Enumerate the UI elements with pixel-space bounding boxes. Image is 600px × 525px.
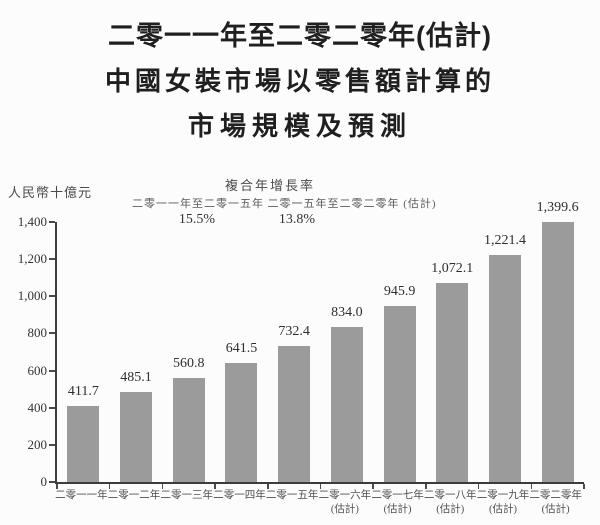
bar bbox=[330, 327, 363, 482]
x-category-label: 二零一一年 bbox=[55, 490, 108, 501]
x-tick-mark bbox=[56, 484, 58, 489]
y-tick-label: 600 bbox=[27, 362, 48, 378]
bar-value-label: 641.5 bbox=[225, 340, 258, 356]
chart-title-line3: 市場規模及預測 bbox=[187, 111, 412, 141]
x-category: 二零一二年 bbox=[108, 489, 161, 516]
y-tick-mark bbox=[49, 406, 55, 409]
bar bbox=[278, 345, 311, 482]
x-axis-labels: 二零一一年 二零一二年 二零一三年 二零一四年 二零一五年 二零一六年 (估計) 二零一七年 (… bbox=[55, 489, 582, 516]
x-category: 二零一八年 (估計) bbox=[424, 489, 477, 516]
bar bbox=[383, 306, 416, 482]
x-category: 二零一九年 (估計) bbox=[477, 489, 530, 516]
y-tick-label: 1,000 bbox=[17, 288, 47, 304]
bar bbox=[172, 377, 205, 482]
bars-container: 411.7 485.1 560.8 641.5 732.4 834.0 945.9 1,072… bbox=[57, 200, 584, 482]
x-category: 二零一七年 (估計) bbox=[371, 489, 424, 516]
bar-value-label: 1,399.6 bbox=[536, 200, 579, 216]
bar bbox=[541, 222, 574, 482]
y-tick-mark bbox=[49, 481, 55, 483]
x-category-label: 二零一四年 bbox=[213, 490, 266, 501]
bar-value-label: 834.0 bbox=[331, 305, 363, 321]
bar-value-label: 1,072.1 bbox=[431, 260, 474, 276]
bar bbox=[488, 255, 521, 482]
bar-value-label: 560.8 bbox=[173, 355, 205, 371]
bar-slot: 485.1 bbox=[110, 222, 163, 482]
x-tick-mark bbox=[108, 484, 111, 489]
chart-title: 二零一一年至二零二零年(估計) 中國女裝市場以零售額計算的 市場規模及預測 bbox=[0, 14, 600, 149]
bar-value-label: 485.1 bbox=[120, 369, 152, 385]
x-category: 二零一三年 bbox=[160, 489, 214, 516]
x-category-note: (估計) bbox=[541, 503, 570, 515]
x-category: 二零一一年 bbox=[55, 489, 108, 516]
x-tick-mark bbox=[583, 484, 585, 489]
cagr-period-2-label: 二零一五年至二零二零年 (估計) bbox=[267, 198, 437, 210]
bar-value-label: 732.4 bbox=[278, 323, 310, 339]
bar-slot: 411.7 bbox=[57, 222, 110, 482]
bar bbox=[120, 391, 153, 482]
y-tick-label: 1,200 bbox=[17, 251, 47, 267]
x-category-note: (估計) bbox=[330, 503, 359, 515]
bar bbox=[436, 282, 469, 482]
bar-slot: 732.4 bbox=[268, 222, 321, 482]
bar-slot: 1,072.1 bbox=[426, 222, 479, 482]
y-tick-label: 800 bbox=[27, 325, 48, 341]
bar bbox=[225, 362, 258, 482]
bar-slot: 834.0 bbox=[321, 222, 374, 482]
x-category-label: 二零一七年 bbox=[371, 490, 424, 501]
bar-slot: 560.8 bbox=[162, 222, 215, 482]
plot-area: 411.7 485.1 560.8 641.5 732.4 834.0 945.9 1,072… bbox=[49, 200, 585, 489]
y-tick-mark bbox=[49, 295, 55, 298]
x-tick-mark bbox=[372, 484, 374, 489]
bar-slot: 641.5 bbox=[215, 222, 268, 482]
cagr-header: 複合年增長率 bbox=[225, 178, 316, 193]
y-tick-label: 0 bbox=[40, 474, 48, 489]
bar-slot: 945.9 bbox=[373, 222, 426, 482]
y-tick-mark bbox=[49, 258, 55, 261]
x-tick-mark bbox=[530, 484, 533, 489]
x-tick-mark bbox=[477, 484, 480, 489]
x-category-label: 二零一三年 bbox=[160, 490, 214, 501]
cagr-period-1-value: 15.5% bbox=[178, 212, 216, 227]
y-tick-label: 400 bbox=[27, 399, 48, 415]
x-category-label: 二零二零年 bbox=[529, 490, 582, 501]
x-category-label: 二零一六年 bbox=[318, 490, 372, 501]
y-tick-mark bbox=[49, 221, 55, 223]
bar-value-label: 411.7 bbox=[67, 383, 99, 399]
y-axis-unit-label: 人民幣十億元 bbox=[8, 185, 93, 200]
chart-title-line1: 二零一一年至二零二零年(估計) bbox=[108, 21, 492, 51]
x-tick-mark bbox=[319, 484, 322, 489]
x-tick-mark bbox=[267, 484, 269, 489]
x-category-label: 二零一八年 bbox=[424, 490, 477, 501]
y-tick-mark bbox=[49, 369, 55, 372]
x-category: 二零二零年 (估計) bbox=[529, 489, 582, 516]
x-tick-mark bbox=[214, 484, 216, 489]
x-category-label: 二零一五年 bbox=[265, 490, 319, 501]
y-tick-label: 1,400 bbox=[17, 214, 47, 229]
x-category: 二零一六年 (估計) bbox=[319, 489, 372, 516]
x-tick-mark bbox=[425, 484, 427, 489]
x-category-label: 二零一九年 bbox=[476, 490, 530, 501]
x-category-label: 二零一二年 bbox=[107, 490, 161, 501]
y-tick-mark bbox=[49, 332, 55, 335]
y-tick-mark bbox=[49, 443, 55, 446]
bar-slot: 1,221.4 bbox=[479, 222, 532, 482]
y-tick-label: 200 bbox=[27, 436, 48, 452]
bar-value-label: 945.9 bbox=[383, 284, 416, 300]
bar-value-label: 1,221.4 bbox=[483, 233, 526, 249]
cagr-period-2-value: 13.8% bbox=[278, 212, 316, 227]
cagr-period-1-label: 二零一一年至二零一五年 bbox=[132, 198, 264, 210]
y-axis-tick-labels: 0 200 400 600 800 1,000 1,200 1,400 bbox=[0, 214, 48, 489]
chart-title-line2: 中國女裝市場以零售額計算的 bbox=[104, 66, 495, 96]
x-category-note: (估計) bbox=[488, 503, 517, 515]
bar bbox=[67, 405, 100, 482]
x-category: 二零一五年 bbox=[266, 489, 319, 516]
bar-slot: 1,399.6 bbox=[531, 200, 584, 482]
x-category: 二零一四年 bbox=[213, 489, 266, 516]
x-tick-mark bbox=[161, 484, 164, 489]
x-category-note: (估計) bbox=[436, 503, 465, 515]
x-category-note: (估計) bbox=[383, 503, 412, 515]
